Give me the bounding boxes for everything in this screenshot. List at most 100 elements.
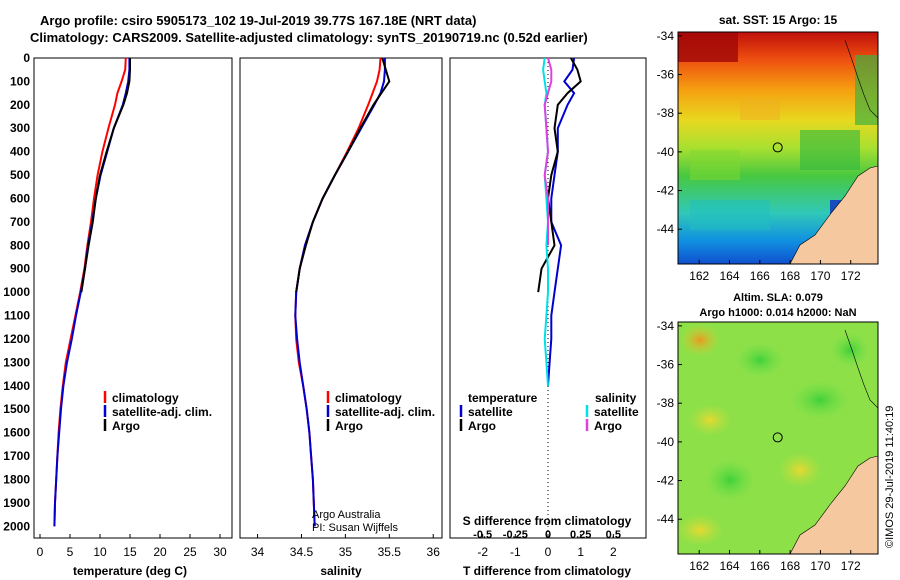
legend-argo-2: Argo — [335, 419, 363, 433]
lon-tick-label: 164 — [719, 559, 739, 573]
legend-t-argo: Argo — [468, 419, 496, 433]
imos-watermark: ©IMOS 29-Jul-2019 11:40:19 — [884, 406, 896, 548]
depth-tick-label: 1900 — [3, 496, 30, 510]
x-tick-label: 1 — [577, 545, 584, 559]
lat-tick-label: -40 — [657, 435, 675, 449]
depth-tick-label: 1800 — [3, 472, 30, 486]
x-tick-label: 0 — [37, 545, 44, 559]
legend-salinity: salinity — [595, 391, 637, 405]
x-tick-label: 34 — [251, 545, 265, 559]
legend-argo: Argo — [112, 419, 140, 433]
depth-tick-label: 0 — [23, 51, 30, 65]
series-line-salinity-argo — [543, 57, 553, 246]
lon-tick-label: 164 — [719, 269, 739, 283]
depth-tick-label: 200 — [10, 98, 30, 112]
depth-tick-label: 1400 — [3, 379, 30, 393]
depth-tick-label: 800 — [10, 238, 30, 252]
depth-tick-label: 1600 — [3, 426, 30, 440]
lat-tick-label: -38 — [657, 106, 675, 120]
sla-lat-axis: -34 -36 -38 -40 -42 -44 — [657, 319, 682, 526]
lon-tick-label: 172 — [841, 559, 861, 573]
x-tick-label: 30 — [213, 545, 227, 559]
header-line2: Climatology: CARS2009. Satellite-adjuste… — [30, 30, 588, 45]
x-tick-label: 15 — [123, 545, 137, 559]
legend-temperature: temperature — [468, 391, 538, 405]
difference-plot: -2 -1 0 1 2 -0.5 -0.25 0 0.25 0.5 S difference f… — [449, 57, 647, 578]
lon-tick-label: 170 — [810, 559, 830, 573]
depth-axis: 0 100 200 300 400 500 600 700 800 900 1000 1100 1200… — [3, 51, 646, 533]
x2-tick-label: 0 — [545, 529, 551, 541]
lon-tick-label: 170 — [810, 269, 830, 283]
x-tick-label: 25 — [183, 545, 197, 559]
series-line-argo — [80, 58, 131, 293]
series-line-temperature-argo — [537, 57, 582, 293]
temperature-plot: 0 5 10 15 20 25 30 temperature (deg C) climato… — [33, 57, 233, 578]
header-line1: Argo profile: csiro 5905173_102 19-Jul-2… — [40, 13, 476, 28]
float-marker-sla — [772, 432, 783, 443]
legend-satellite-adj: satellite-adj. clim. — [112, 405, 212, 419]
depth-tick-label: 1300 — [3, 355, 30, 369]
depth-tick-label: 300 — [10, 121, 30, 135]
lat-tick-label: -36 — [657, 68, 675, 82]
x-tick-label: 36 — [427, 545, 441, 559]
salinity-plot: 34 34.5 35 35.5 36 salinity climatology sate… — [239, 57, 443, 578]
s-difference-label: S difference from climatology — [463, 514, 632, 528]
sla-lon-axis: 162 164 166 168 170 172 — [689, 550, 861, 573]
x-tick-label: 2 — [610, 545, 617, 559]
sst-lon-axis: 162 164 166 168 170 172 — [689, 260, 861, 283]
lat-tick-label: -36 — [657, 358, 675, 372]
lon-tick-label: 172 — [841, 269, 861, 283]
sla-map — [676, 321, 879, 555]
depth-tick-label: 1000 — [3, 285, 30, 299]
t-difference-label: T difference from climatology — [463, 564, 631, 578]
sla-map-title: Altim. SLA: 0.079 — [733, 292, 823, 304]
sst-map-title: sat. SST: 15 Argo: 15 — [719, 13, 838, 27]
salinity-xlabel: salinity — [320, 564, 362, 578]
depth-tick-label: 1200 — [3, 332, 30, 346]
depth-tick-label: 500 — [10, 168, 30, 182]
legend-climatology: climatology — [112, 391, 179, 405]
lon-tick-label: 168 — [780, 269, 800, 283]
x2-tick-label: -0.5 — [473, 529, 492, 541]
x2-tick-label: -0.25 — [503, 529, 528, 541]
series-line-salinity-satellite — [542, 57, 550, 386]
sst-lat-axis: -34 -36 -38 -40 -42 -44 — [657, 29, 682, 236]
sla-map-subtitle: Argo h1000: 0.014 h2000: NaN — [699, 307, 856, 319]
depth-tick-label: 2000 — [3, 519, 30, 533]
lat-tick-label: -42 — [657, 474, 675, 488]
lon-tick-label: 168 — [780, 559, 800, 573]
legend-s-argo: Argo — [594, 419, 622, 433]
x-tick-label: 35 — [339, 545, 353, 559]
temperature-xlabel: temperature (deg C) — [73, 564, 187, 578]
legend-s-satellite: satellite — [594, 405, 639, 419]
x-tick-label: -2 — [477, 545, 488, 559]
temperature-legend: climatology satellite-adj. clim. Argo — [103, 391, 212, 433]
x-tick-label: 20 — [153, 545, 167, 559]
difference-legend: temperature satellite Argo salinity sate… — [459, 391, 639, 433]
lon-tick-label: 166 — [750, 269, 770, 283]
depth-tick-label: 700 — [10, 215, 30, 229]
x2-tick-label: 0.25 — [570, 529, 591, 541]
sst-map — [677, 31, 879, 265]
lat-tick-label: -40 — [657, 145, 675, 159]
x-tick-label: 10 — [93, 545, 107, 559]
x-tick-label: 35.5 — [378, 545, 402, 559]
x-tick-label: -1 — [510, 545, 521, 559]
legend-t-satellite: satellite — [468, 405, 513, 419]
credit-line1: Argo Australia — [312, 509, 381, 521]
lat-tick-label: -38 — [657, 396, 675, 410]
lon-tick-label: 162 — [689, 559, 709, 573]
depth-tick-label: 100 — [10, 74, 30, 88]
depth-tick-label: 900 — [10, 262, 30, 276]
legend-satellite-adj-2: satellite-adj. clim. — [335, 405, 435, 419]
x-tick-label: 5 — [67, 545, 74, 559]
legend-climatology-2: climatology — [335, 391, 402, 405]
depth-tick-label: 1100 — [4, 309, 30, 323]
lat-tick-label: -34 — [657, 29, 675, 43]
float-marker-sst — [772, 142, 783, 153]
lat-tick-label: -42 — [657, 184, 675, 198]
lat-tick-label: -44 — [657, 222, 675, 236]
lon-tick-label: 166 — [750, 559, 770, 573]
lat-tick-label: -34 — [657, 319, 675, 333]
salinity-legend: climatology satellite-adj. clim. Argo — [326, 391, 435, 433]
